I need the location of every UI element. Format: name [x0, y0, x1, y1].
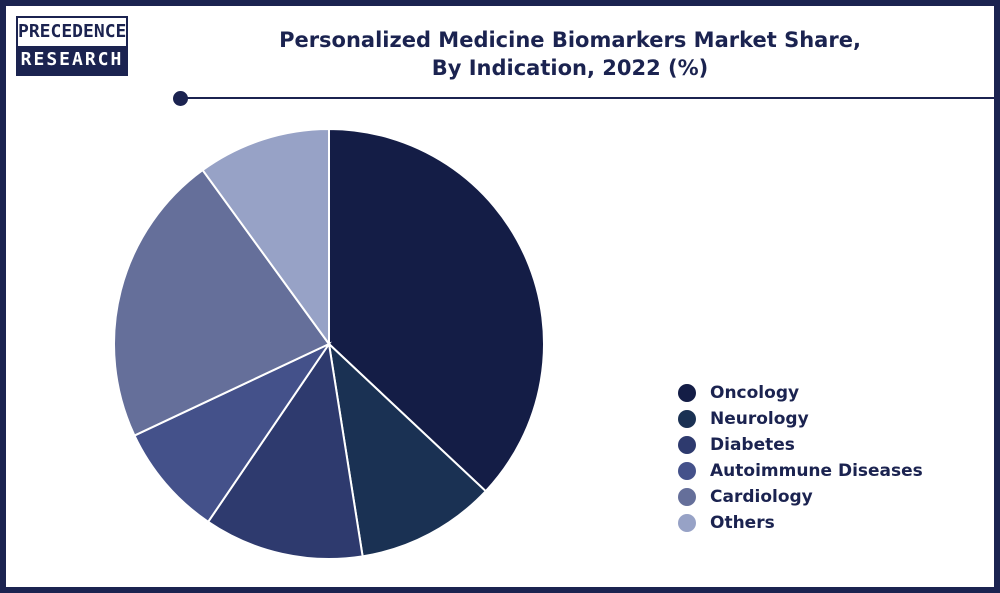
legend-label: Others — [710, 513, 775, 533]
legend-item: Others — [678, 510, 923, 536]
legend-swatch — [678, 514, 696, 532]
brand-logo: PRECEDENCE RESEARCH — [16, 16, 128, 76]
pie-slice-diabetes — [206, 341, 364, 560]
legend-label: Neurology — [710, 409, 809, 429]
legend-item: Oncology — [678, 380, 923, 406]
logo-text-bottom: RESEARCH — [18, 46, 126, 74]
logo-text-top: PRECEDENCE — [18, 21, 127, 42]
legend-swatch — [678, 488, 696, 506]
legend-label: Oncology — [710, 383, 800, 403]
pie-slice-neurology — [327, 341, 488, 558]
legend-swatch — [678, 410, 696, 428]
legend-item: Cardiology — [678, 484, 923, 510]
pie-slice-oncology — [328, 127, 545, 493]
pie-slice-cardiology — [113, 168, 331, 437]
divider-dot — [173, 91, 188, 106]
legend-swatch — [678, 462, 696, 480]
legend-swatch — [678, 384, 696, 402]
divider-line — [185, 97, 1000, 99]
chart-title-line-1: Personalized Medicine Biomarkers Market … — [279, 28, 861, 52]
legend-label: Autoimmune Diseases — [710, 461, 923, 481]
legend-item: Diabetes — [678, 432, 923, 458]
pie-chart — [113, 127, 545, 560]
chart-title-line-2: By Indication, 2022 (%) — [431, 56, 709, 80]
pie-slice-autoimmune-diseases — [133, 341, 332, 524]
legend-swatch — [678, 436, 696, 454]
legend-label: Diabetes — [710, 435, 795, 455]
legend-label: Cardiology — [710, 487, 813, 507]
legend-item: Autoimmune Diseases — [678, 458, 923, 484]
pie-slice-others — [201, 127, 330, 348]
chart-title: Personalized Medicine Biomarkers Market … — [200, 26, 940, 82]
chart-legend: Oncology Neurology Diabetes Autoimmune Dise… — [678, 380, 923, 536]
legend-item: Neurology — [678, 406, 923, 432]
